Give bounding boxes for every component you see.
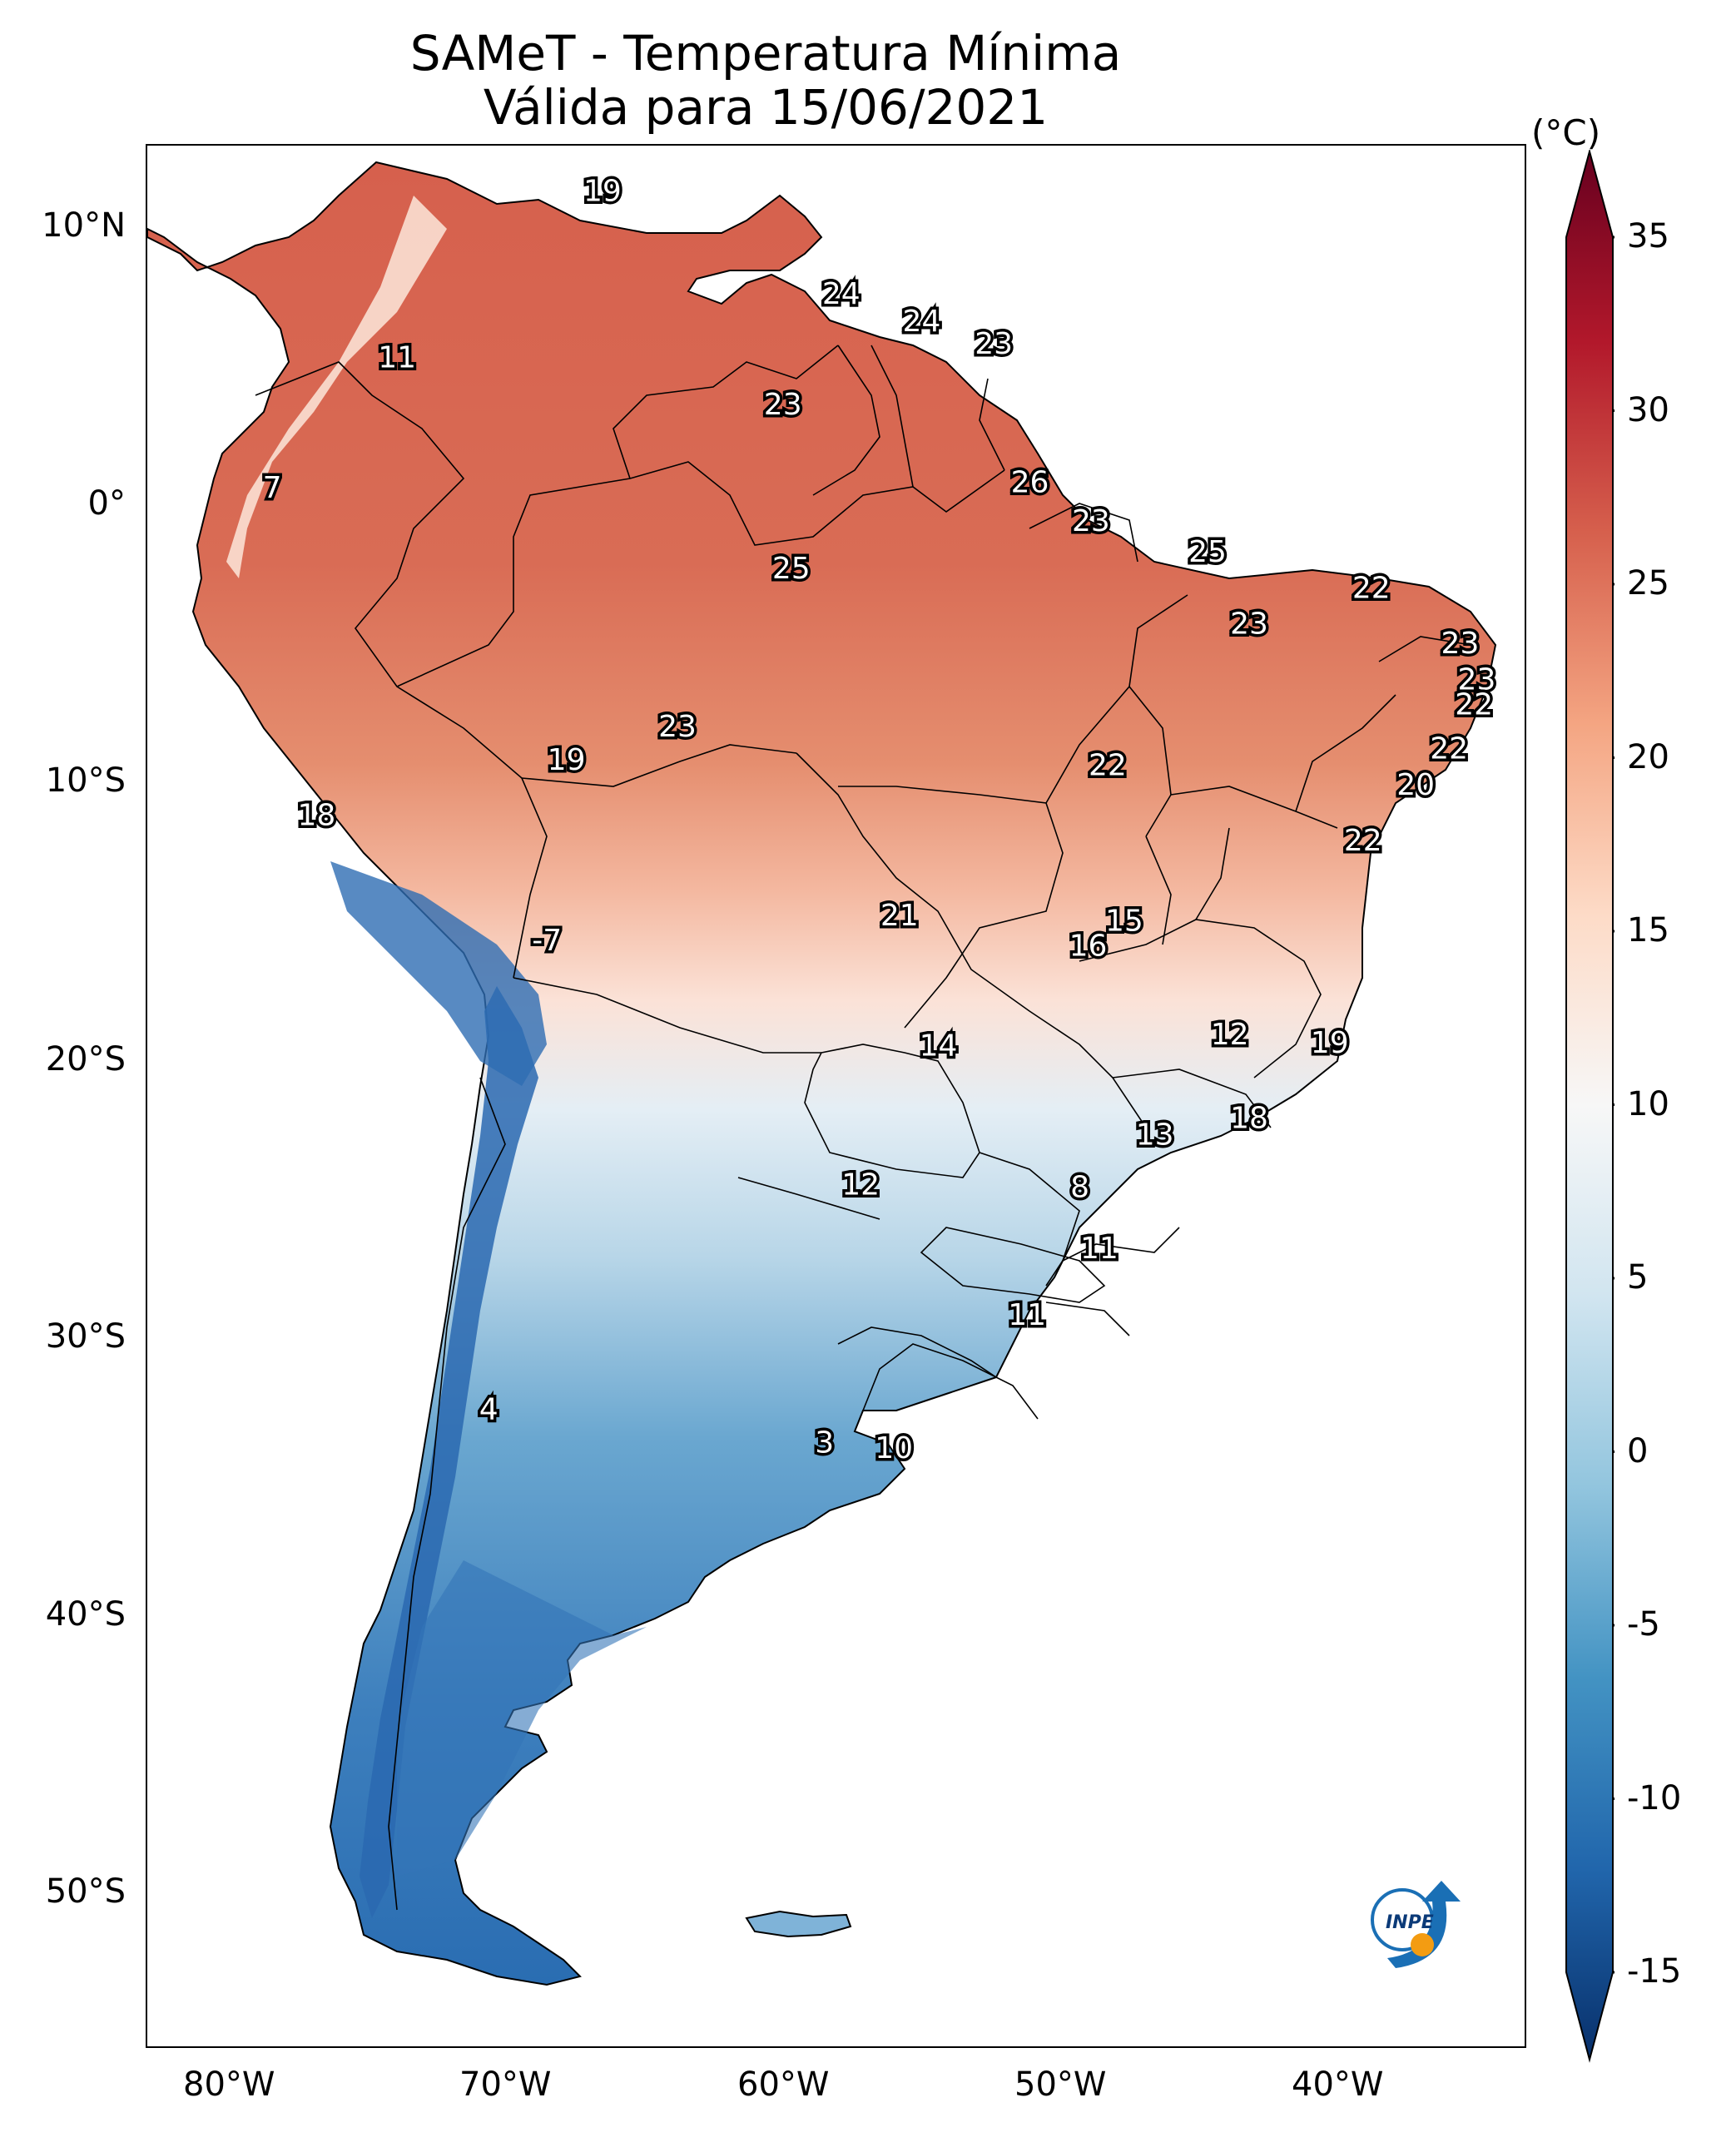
colorbar-tick-label: 0 [1627,1431,1649,1470]
station-value-label: 22 [1352,571,1391,605]
station-value-label: 24 [822,277,861,311]
lat-label-50s: 50°S [45,1872,126,1911]
station-value-label: 23 [658,710,697,744]
station-value-label: 23 [1230,607,1268,642]
station-value-label: 22 [1089,749,1127,783]
colorbar-tick-label: 20 [1627,737,1669,776]
station-value-label: 7 [263,471,282,505]
station-value-label: 15 [1105,904,1143,938]
colorbar-units: (°C) [1531,112,1601,153]
station-value-label: 22 [1344,824,1382,858]
station-value-label: 23 [1072,504,1110,538]
lon-label-70w: 70°W [459,2065,552,2104]
station-value-label: 14 [920,1029,958,1064]
colorbar-tick-label: 25 [1627,564,1669,602]
station-value-label: 23 [1441,627,1480,661]
station-value-label: -7 [532,924,562,958]
station-value-label: 16 [1069,929,1108,963]
lat-label-0: 0° [87,484,126,523]
colorbar-tick-label: 5 [1627,1258,1649,1297]
south-america-landmass [147,161,1497,1986]
station-value-label: 12 [1211,1018,1249,1052]
colorbar-gradient [1565,150,1614,2063]
station-value-label: 4 [479,1392,498,1426]
falkland-islands [745,1910,852,1938]
colorbar-tick-label: 30 [1627,390,1669,429]
political-borders [255,345,1471,1911]
map-title-line2: Válida para 15/06/2021 [483,79,1049,136]
colorbar-tick-label: -15 [1627,1952,1682,1991]
logo-sun-icon [1411,1933,1434,1956]
station-value-label: 19 [1311,1026,1349,1060]
lat-label-10s: 10°S [45,761,126,800]
station-value-label: 19 [548,743,586,777]
logo-arrow-icon [1387,1881,1461,1968]
station-value-label: 25 [772,552,811,586]
logo-text: INPE [1386,1912,1434,1933]
map-title-line1: SAMeT - Temperatura Mínima [409,25,1122,82]
lat-label-40s: 40°S [45,1595,126,1634]
colorbar [1565,150,1614,2063]
station-value-label: 22 [1430,732,1468,766]
station-value-label: 12 [841,1168,880,1202]
station-value-label: 21 [880,899,919,933]
lat-label-10n: 10°N [42,206,126,245]
lat-label-20s: 20°S [45,1040,126,1078]
station-value-label: 23 [764,388,802,422]
station-value-label: 11 [378,340,416,374]
colorbar-tick-label: 15 [1627,911,1669,950]
station-value-label: 3 [815,1426,834,1460]
station-value-label: 23 [1458,662,1496,697]
lat-label-30s: 30°S [45,1317,126,1356]
station-value-label: 18 [1230,1101,1268,1135]
station-value-label: 11 [1080,1232,1118,1266]
station-value-label: 11 [1008,1298,1046,1332]
colorbar-tick-label: -5 [1627,1605,1660,1644]
colorbar-tick-label: -10 [1627,1778,1682,1817]
colorbar-tick-label: 35 [1627,217,1669,255]
northern-andes-cool-streak [226,196,447,578]
lon-label-60w: 60°W [737,2065,830,2104]
station-value-label: 20 [1396,768,1435,802]
station-value-label: 8 [1070,1171,1089,1205]
lon-label-40w: 40°W [1292,2065,1384,2104]
station-value-label: 26 [1011,466,1049,500]
station-value-label: 18 [298,799,336,833]
station-value-label: 10 [875,1431,913,1465]
inpe-logo: INPE [1371,1881,1461,1968]
station-value-label: 24 [903,305,941,339]
andes-cold-band [360,986,538,1918]
station-value-label: 22 [1455,687,1493,721]
map-panel: 19 24 24 23 11 23 7 26 23 25 25 22 23 23 23 22 23 22 19 22 2… [146,144,1526,2048]
station-value-label: 19 [583,174,622,208]
station-value-label: 23 [975,327,1013,361]
lon-label-80w: 80°W [183,2065,275,2104]
station-value-label: 25 [1188,535,1227,569]
station-value-label: 13 [1136,1118,1174,1152]
lon-label-50w: 50°W [1014,2065,1107,2104]
colorbar-ticks [1613,236,1614,1974]
patagonia-cold-core [397,1560,647,1877]
altiplano-cold-zone [330,861,547,1086]
colorbar-tick-label: 10 [1627,1084,1669,1123]
